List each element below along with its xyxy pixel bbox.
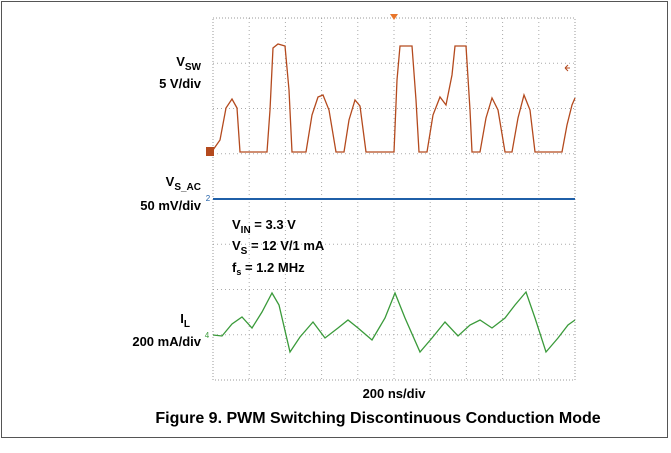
channel-name: IL [180, 311, 190, 330]
label-main: V [232, 238, 241, 253]
label-main: V [166, 174, 175, 189]
il-trace [212, 290, 576, 354]
channel-scale: 200 mA/div [132, 334, 201, 349]
condition: VIN = 3.3 V [232, 217, 296, 236]
condition: fs = 1.2 MHz [232, 260, 305, 277]
label-sub: S [241, 246, 248, 257]
label-main: f [232, 260, 237, 275]
channel-marker: 2 [206, 194, 211, 203]
label-sub: S_AC [174, 182, 201, 193]
label-sub: IN [241, 225, 251, 236]
label-rest: = 3.3 V [251, 217, 296, 232]
trigger-marker [390, 14, 398, 20]
label-main: V [176, 54, 185, 69]
channel-scale: 50 mV/div [140, 198, 201, 213]
channel-marker: 4 [205, 331, 210, 340]
caption: Figure 9. PWM Switching Discontinuous Co… [155, 410, 600, 427]
channel-name: VS_AC [166, 174, 201, 193]
trigger-level [564, 64, 570, 72]
vsw-trace [212, 43, 576, 153]
frame [1, 1, 668, 438]
label-main: V [232, 217, 241, 232]
label-sub: s [236, 267, 241, 277]
ch1-marker [206, 147, 214, 156]
label-rest: = 12 V/1 mA [247, 238, 325, 253]
timebase: 200 ns/div [363, 386, 427, 401]
label-main: I [180, 311, 184, 326]
condition: VS = 12 V/1 mA [232, 238, 325, 257]
label-sub: L [184, 319, 190, 330]
label-rest: = 1.2 MHz [241, 260, 305, 275]
label-sub: SW [185, 62, 202, 73]
channel-scale: 5 V/div [159, 76, 202, 91]
channel-name: VSW [176, 54, 201, 73]
